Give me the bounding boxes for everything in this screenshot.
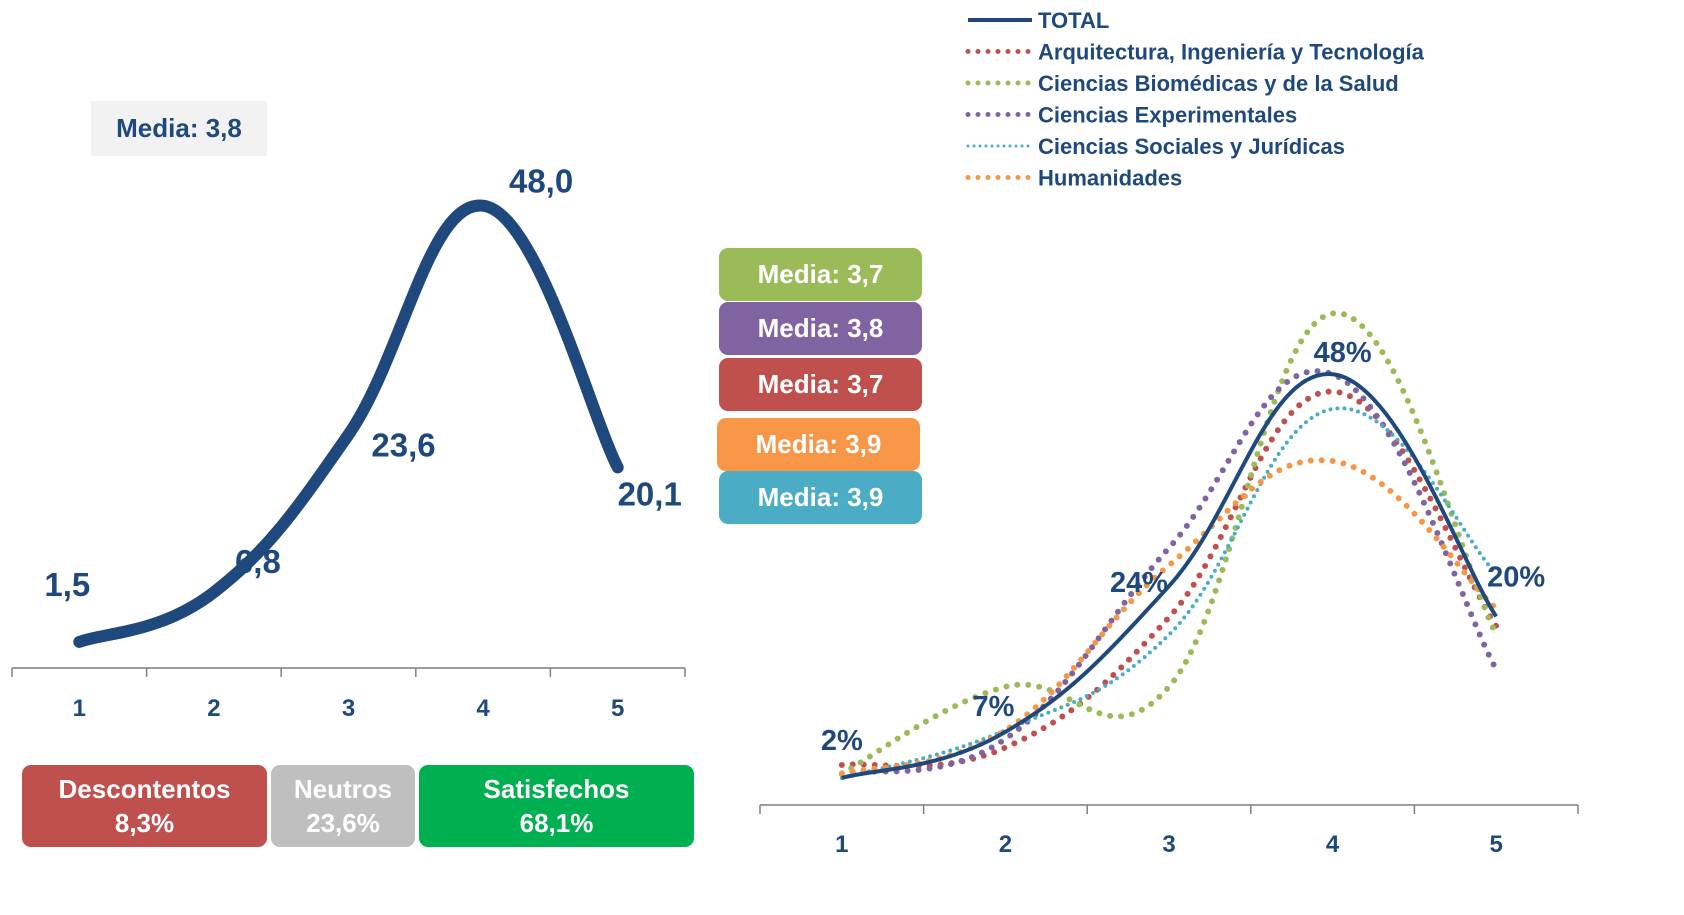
media-box-experimentales: Media: 3,8	[719, 302, 922, 355]
descontentos-label: Descontentos	[58, 774, 231, 804]
satisfechos-label: Satisfechos	[483, 774, 630, 804]
right-data-label: 48%	[1314, 337, 1372, 369]
right-x-tick-label: 2	[999, 831, 1012, 858]
left-x-tick-label: 5	[611, 695, 624, 722]
neutros-label: Neutros	[293, 774, 393, 804]
media-box-humanidades: Media: 3,9	[717, 418, 920, 471]
legend-label: Ciencias Experimentales	[1038, 103, 1297, 128]
media-box-sociales: Media: 3,9	[719, 471, 922, 524]
series-line-arquitectura,	[838, 388, 1500, 770]
left-x-tick-label: 3	[342, 695, 355, 722]
legend-label: TOTAL	[1038, 8, 1109, 33]
series-line-humanidades	[838, 457, 1500, 777]
right-data-label: 24%	[1110, 567, 1168, 599]
left-x-tick-label: 4	[476, 695, 490, 722]
media-box-experimentales-label: Media: 3,8	[757, 313, 884, 343]
media-box-humanidades-label: Media: 3,9	[755, 429, 882, 459]
right-tick-labels: 1 2 3 4 5	[835, 831, 1503, 858]
right-data-label: 20%	[1487, 561, 1545, 593]
left-data-label: 1,5	[44, 566, 90, 603]
media-total-box: Media: 3,8	[91, 101, 267, 156]
media-total-label: Media: 3,8	[116, 113, 242, 143]
descontentos-value: 8,3%	[114, 808, 175, 838]
descontentos-box: Descontentos 8,3%	[22, 765, 267, 847]
right-x-tick-label: 3	[1162, 831, 1175, 858]
left-data-label: 48,0	[509, 163, 573, 200]
left-data-label: 6,8	[235, 543, 281, 580]
series-line-ciencias	[839, 406, 1499, 780]
media-box-arquitectura: Media: 3,7	[719, 358, 922, 411]
right-x-tick-label: 1	[835, 831, 848, 858]
right-series-lines	[838, 310, 1500, 780]
series-line-total	[841, 372, 1498, 780]
media-box-sociales-label: Media: 3,9	[757, 482, 884, 512]
media-box-biomedicas: Media: 3,7	[719, 248, 922, 301]
left-x-tick-label: 2	[207, 695, 220, 722]
right-chart-axis	[759, 804, 1579, 814]
right-data-label: 2%	[821, 725, 863, 757]
series-line-ciencias	[838, 368, 1500, 777]
neutros-box: Neutros 23,6%	[271, 765, 415, 847]
right-x-tick-label: 4	[1326, 831, 1340, 858]
satisfechos-value: 68,1%	[519, 808, 594, 838]
media-box-arquitectura-label: Media: 3,7	[757, 369, 884, 399]
legend: TOTAL Arquitectura, Ingeniería y Tecnolog…	[965, 8, 1425, 191]
series-line-ciencias	[838, 310, 1500, 777]
left-tick-labels: 1 2 3 4 5	[73, 695, 625, 722]
left-x-tick-label: 1	[73, 695, 86, 722]
neutros-value: 23,6%	[306, 808, 380, 838]
legend-label: Ciencias Sociales y Jurídicas	[1038, 134, 1345, 159]
left-series-line	[73, 199, 624, 648]
legend-label: Arquitectura, Ingeniería y Tecnología	[1038, 40, 1425, 65]
left-data-labels: 1,5 6,8 23,6 48,0 20,1	[44, 163, 681, 603]
legend-label: Humanidades	[1038, 166, 1182, 191]
left-data-label: 23,6	[371, 427, 435, 464]
right-data-label: 7%	[972, 691, 1014, 723]
satisfechos-box: Satisfechos 68,1%	[419, 765, 694, 847]
left-data-label: 20,1	[618, 475, 682, 512]
media-box-biomedicas-label: Media: 3,7	[757, 259, 884, 289]
right-x-tick-label: 5	[1490, 831, 1503, 858]
right-data-labels: 2% 7% 24% 48% 20%	[821, 337, 1546, 757]
legend-label: Ciencias Biomédicas y de la Salud	[1038, 71, 1399, 96]
left-chart-axis	[11, 667, 686, 677]
